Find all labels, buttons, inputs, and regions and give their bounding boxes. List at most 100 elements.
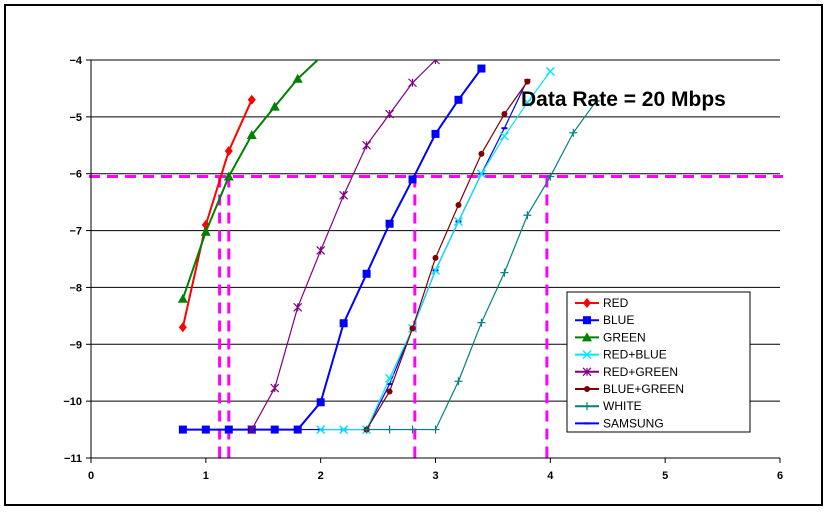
legend-entry-red-green: RED+GREEN: [575, 365, 678, 379]
series-line-samsung: [182, 79, 528, 431]
data-point-white: [477, 318, 486, 327]
data-point-white: [500, 268, 509, 277]
x-tick-label: 1: [203, 470, 209, 482]
series-samsung: [179, 78, 531, 431]
data-point-red-green: [385, 109, 394, 119]
data-point-red-green: [270, 383, 280, 393]
data-point-white: [523, 211, 532, 220]
marker-stroke: [582, 350, 592, 360]
data-point-blue: [316, 398, 325, 407]
data-point-green: [177, 293, 188, 303]
data-point-blue-green: [432, 254, 439, 261]
y-tick-label: −9: [69, 339, 82, 351]
series-line-red: [181, 99, 253, 328]
y-tick-label: −7: [69, 226, 82, 238]
series-line-red-blue: [320, 71, 551, 431]
legend-swatch-marker: [582, 367, 592, 377]
series-white: [362, 96, 601, 434]
y-tick-label: −6: [69, 169, 82, 181]
data-point-red-blue: [545, 66, 555, 76]
series-line-white: [366, 100, 597, 431]
data-point-red-blue: [499, 131, 509, 141]
reference-layer: [89, 175, 783, 458]
marker-stroke: [499, 131, 509, 141]
y-tick-label: −10: [63, 396, 82, 408]
data-point-blue: [477, 64, 486, 73]
legend-entry-blue-green: BLUE+GREEN: [575, 382, 684, 396]
data-point-red-green: [247, 425, 257, 434]
data-point-red-blue: [339, 425, 349, 435]
data-point-blue: [270, 425, 279, 434]
marker-stroke: [545, 66, 555, 76]
series-green: [177, 60, 320, 303]
data-point-red-green: [362, 140, 372, 150]
data-point-green: [200, 226, 211, 236]
series-blue: [178, 64, 486, 434]
data-point-white: [546, 172, 555, 181]
data-point-blue: [339, 319, 348, 328]
data-rate-annotation: Data Rate = 20 Mbps: [521, 88, 726, 111]
axis-layer: −11 −10 −9 −8 −7 −6 −5 −4 0 1 2 3 4 5 6: [63, 55, 783, 482]
data-point-blue-green: [478, 150, 485, 157]
legend-label: RED: [603, 296, 629, 310]
series-red-green: [247, 60, 440, 434]
legend: RED BLUE GREEN RED+BLUE RED+GREEN BLUE+GREEN W…: [566, 291, 751, 433]
marker-stroke: [339, 425, 349, 435]
legend-swatch-marker: [582, 332, 592, 342]
legend-entry-samsung: SAMSUNG: [575, 416, 664, 430]
data-point-red-blue: [385, 373, 395, 383]
legend-swatch-marker: [584, 386, 590, 392]
series-blue-green: [363, 78, 531, 433]
data-point-blue-green: [524, 78, 531, 85]
series-line-blue-green: [366, 81, 528, 430]
data-point-red-green: [316, 246, 326, 255]
data-point-red-blue: [476, 169, 486, 179]
data-point-red-green: [431, 60, 440, 65]
legend-label: RED+BLUE: [603, 348, 667, 362]
legend-entry-blue: BLUE: [575, 313, 634, 327]
x-tick-label: 2: [318, 470, 324, 482]
data-point-red: [247, 94, 256, 105]
series-layer: [177, 60, 601, 435]
x-tick-label: 4: [547, 470, 554, 482]
y-tick-label: −8: [69, 282, 82, 294]
legend-entry-red-blue: RED+BLUE: [575, 348, 667, 362]
data-point-white: [362, 425, 371, 434]
legend-label: GREEN: [603, 330, 646, 344]
data-point-blue: [362, 269, 371, 278]
data-point-blue: [454, 95, 463, 104]
marker-stroke: [453, 216, 463, 226]
x-tick-label: 3: [432, 470, 438, 482]
x-tick-label: 5: [662, 470, 668, 482]
data-point-blue: [293, 425, 302, 434]
data-point-green: [246, 130, 257, 140]
data-point-green: [292, 73, 303, 83]
data-point-green: [223, 171, 234, 181]
x-tick-label: 6: [777, 470, 783, 482]
legend-label: WHITE: [603, 399, 642, 413]
y-tick-label: −11: [64, 453, 82, 465]
data-point-blue-green: [409, 325, 416, 332]
marker-stroke: [434, 60, 440, 65]
legend-swatch-marker: [583, 298, 591, 308]
legend-entry-green: GREEN: [575, 330, 646, 344]
legend-entry-red: RED: [575, 296, 629, 310]
legend-box: [566, 291, 751, 433]
x-tick-label: 0: [88, 470, 94, 482]
data-point-white: [385, 425, 394, 434]
y-tick-label: −5: [69, 112, 82, 124]
data-point-red-green: [408, 78, 417, 88]
data-point-blue: [224, 425, 233, 434]
marker-stroke: [431, 265, 440, 275]
data-point-blue: [201, 425, 210, 434]
data-point-white: [431, 425, 440, 434]
data-point-blue: [178, 425, 187, 434]
legend-label: SAMSUNG: [603, 416, 664, 430]
data-point-red-green: [339, 190, 349, 200]
data-point-blue: [408, 175, 417, 184]
series-red: [178, 94, 256, 333]
data-point-blue: [385, 219, 394, 228]
series-red-blue: [316, 66, 555, 435]
legend-label: BLUE: [603, 313, 634, 327]
